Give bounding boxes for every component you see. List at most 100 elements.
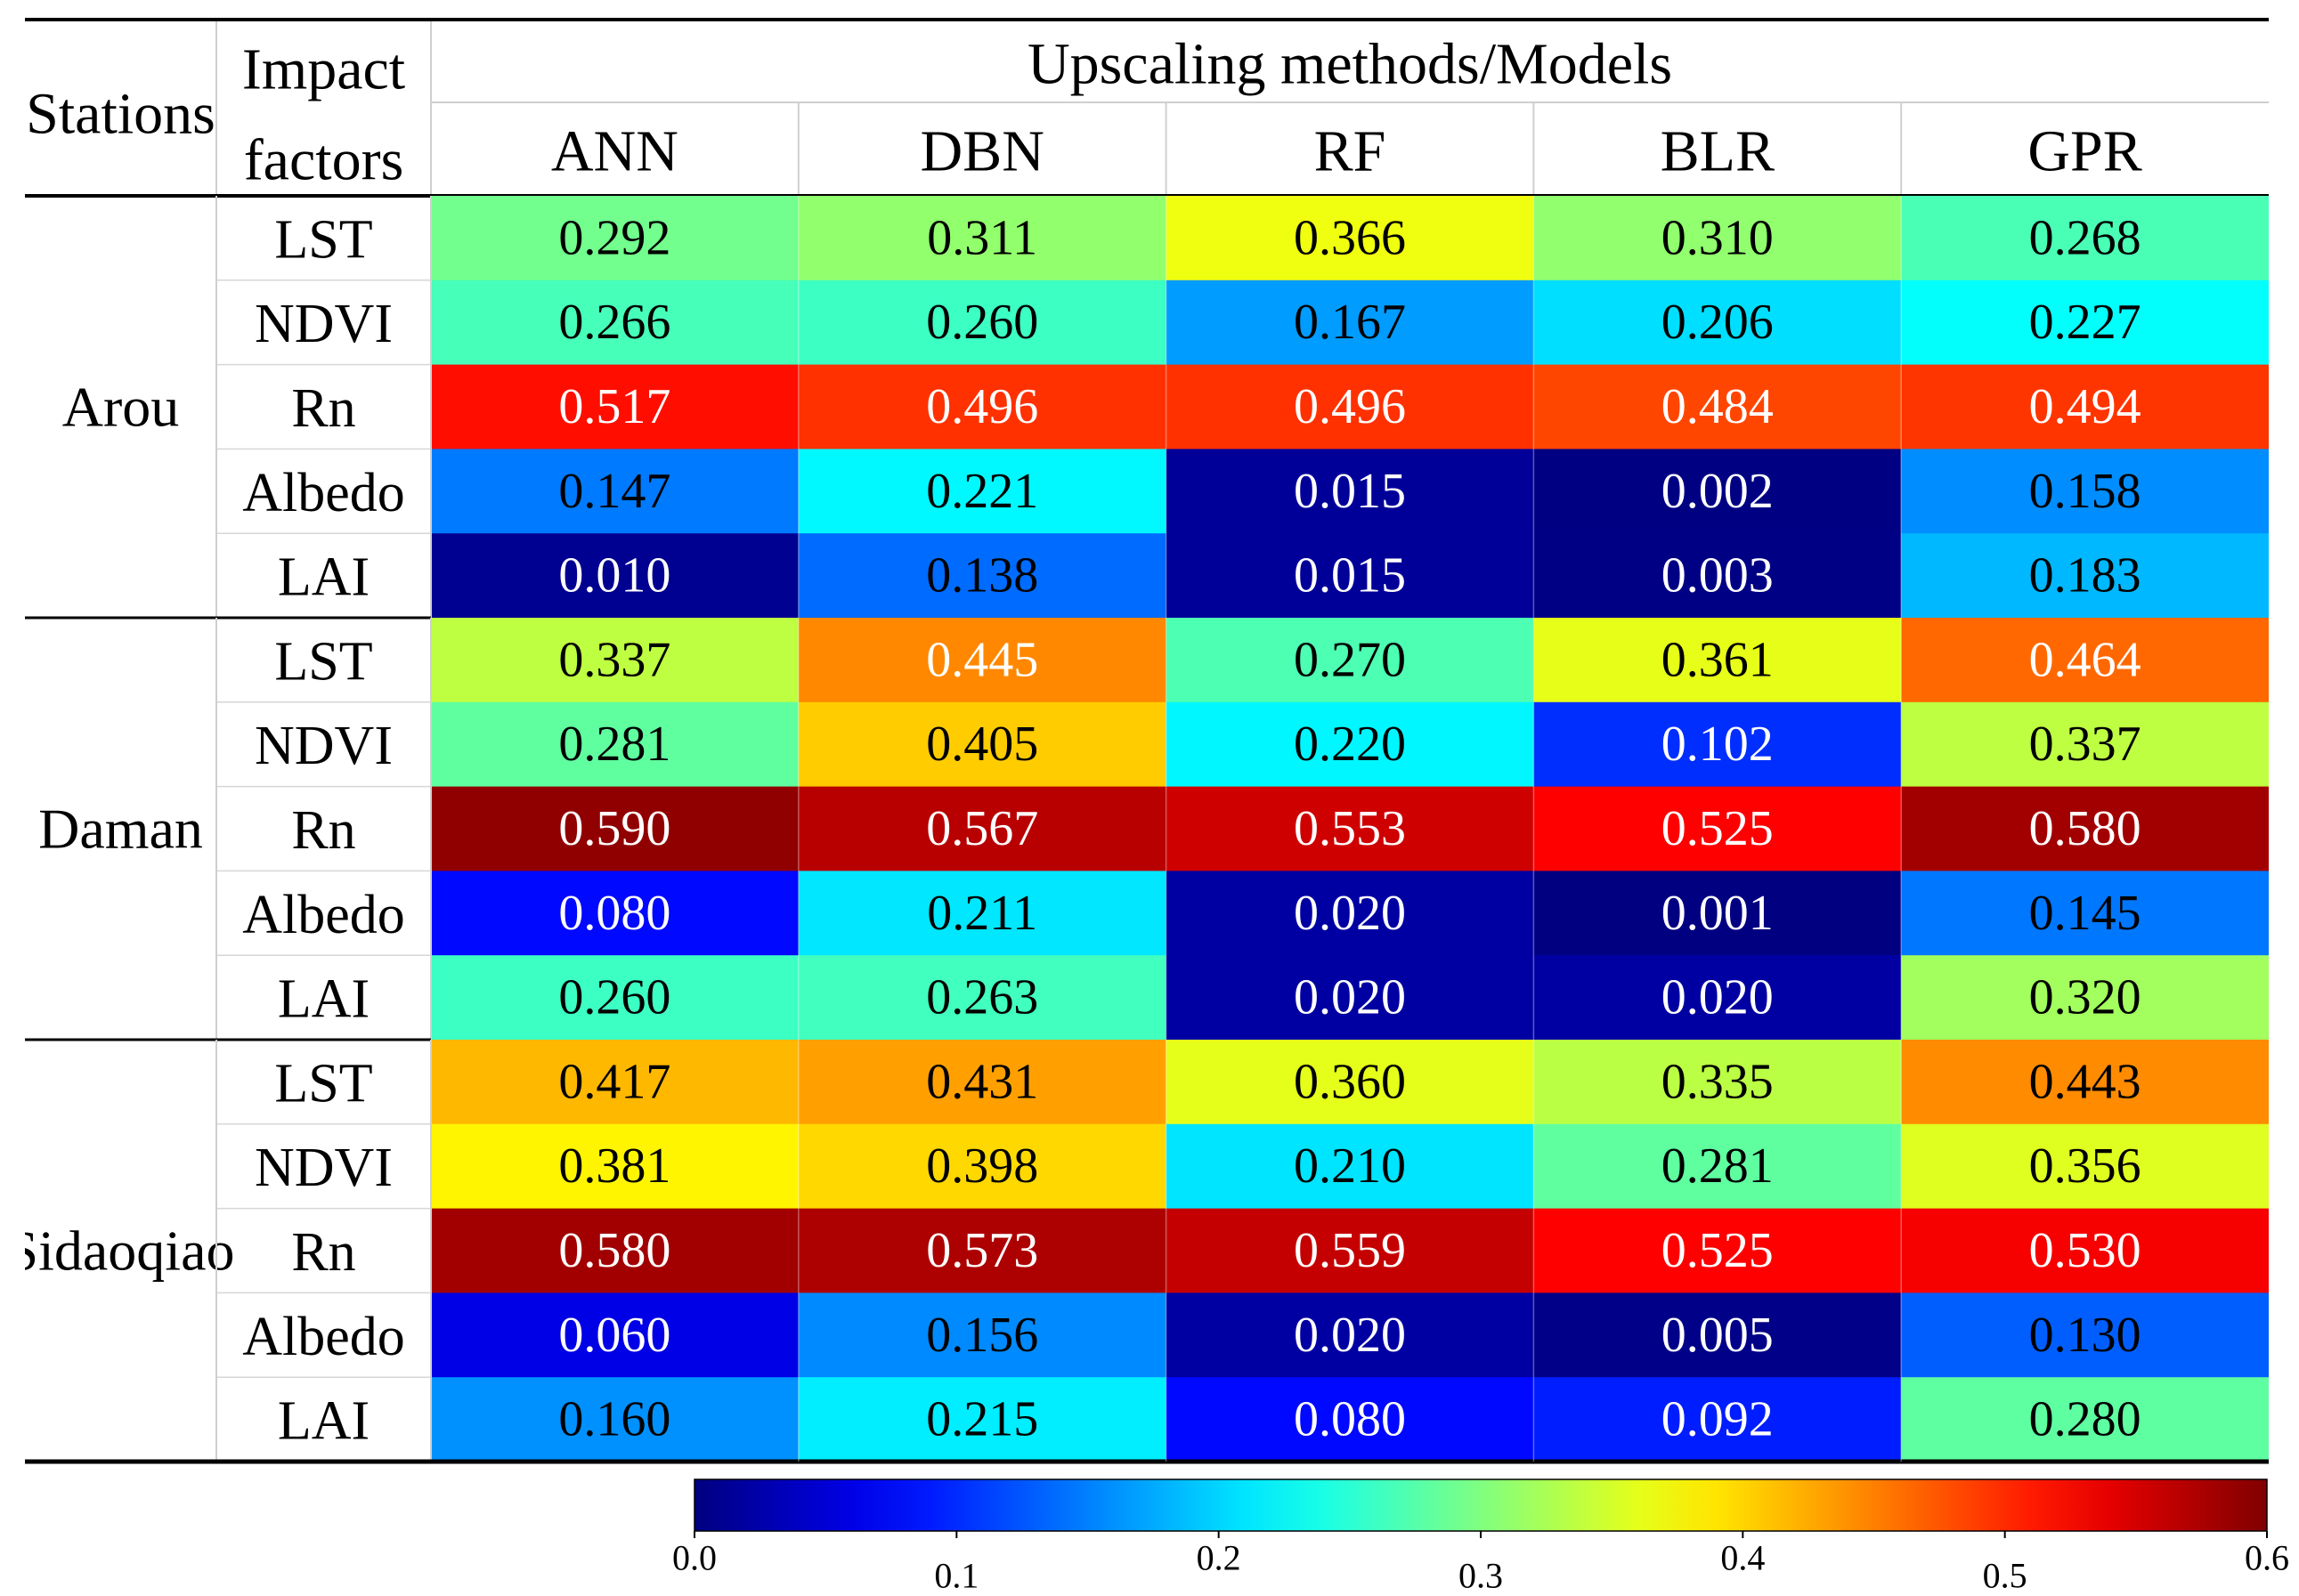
heatmap-cell <box>1901 701 2269 788</box>
cell-value: 0.496 <box>1294 379 1406 434</box>
factor-label: NDVI <box>255 294 393 354</box>
heatmap-cell <box>798 1292 1167 1378</box>
factor-label: Rn <box>291 800 355 861</box>
factor-label: LAI <box>278 969 370 1030</box>
factor-label: Rn <box>291 1222 355 1283</box>
heatmap-cell <box>1901 871 2269 956</box>
heatmap-cell <box>431 1292 800 1378</box>
heatmap-cell <box>798 1040 1167 1125</box>
heatmap-cell <box>798 871 1167 956</box>
cell-value: 0.015 <box>1294 548 1406 604</box>
heatmap-cell <box>1533 280 1902 366</box>
cell-value: 0.020 <box>1294 886 1406 941</box>
factor-label: Albedo <box>242 463 405 523</box>
heatmap-cell <box>1533 1123 1902 1210</box>
colorbar-tick-label: 0.1 <box>934 1556 979 1596</box>
cell-value: 0.002 <box>1661 464 1774 519</box>
heatmap-cell <box>1901 618 2269 703</box>
column-header-rf: RF <box>1314 119 1386 184</box>
header-factors: factors <box>244 128 404 193</box>
heatmap-cell <box>1901 1292 2269 1378</box>
factor-label: LST <box>274 209 372 270</box>
cell-value: 0.567 <box>926 801 1038 856</box>
heatmap-cell <box>798 786 1167 871</box>
cell-value: 0.266 <box>558 295 670 350</box>
heatmap-cell <box>431 786 800 871</box>
cell-value: 0.496 <box>926 379 1038 434</box>
cell-value: 0.060 <box>558 1308 670 1363</box>
colorbar-tick-label: 0.3 <box>1458 1556 1503 1596</box>
heatmap-cell <box>1166 1292 1534 1378</box>
header-impact: Impact <box>242 37 405 102</box>
cell-value: 0.160 <box>558 1392 670 1447</box>
cell-value: 0.580 <box>2029 801 2141 856</box>
cell-value: 0.431 <box>926 1054 1038 1109</box>
heatmap-cell <box>1166 1377 1534 1462</box>
heatmap-cell <box>431 701 800 788</box>
column-header-gpr: GPR <box>2027 119 2141 184</box>
cell-value: 0.080 <box>558 886 670 941</box>
heatmap-cell <box>798 196 1167 281</box>
cell-value: 0.080 <box>1294 1392 1406 1447</box>
colorbar-tick-label: 0.5 <box>1983 1556 2027 1596</box>
cell-value: 0.221 <box>926 464 1038 519</box>
heatmap-cell <box>1901 786 2269 871</box>
heatmap-cell <box>1166 533 1534 619</box>
heatmap-cell <box>1166 786 1534 871</box>
heatmap-cell <box>798 449 1167 534</box>
cell-value: 0.147 <box>558 464 670 519</box>
cell-value: 0.553 <box>1294 801 1406 856</box>
cell-value: 0.337 <box>2029 717 2141 772</box>
cell-value: 0.138 <box>926 548 1038 604</box>
heatmap-cell <box>1533 364 1902 450</box>
cell-value: 0.464 <box>2029 632 2141 687</box>
heatmap-cell <box>1533 533 1902 619</box>
heatmap-cell <box>1166 1208 1534 1293</box>
cell-value: 0.320 <box>2029 970 2141 1025</box>
cell-value: 0.445 <box>926 632 1038 687</box>
cell-value: 0.270 <box>1294 632 1406 687</box>
cell-value: 0.292 <box>558 210 670 265</box>
header-methods: Upscaling methods/Models <box>1028 32 1672 97</box>
factor-label: LST <box>274 1053 372 1114</box>
heatmap-cell <box>431 955 800 1041</box>
heatmap-cell <box>798 1208 1167 1293</box>
heatmap-cell <box>1166 196 1534 281</box>
heatmap-cell <box>798 1123 1167 1210</box>
cell-value: 0.335 <box>1661 1054 1774 1109</box>
factor-label: Albedo <box>242 885 405 945</box>
cell-value: 0.361 <box>1661 632 1774 687</box>
cell-value: 0.263 <box>926 970 1038 1025</box>
cell-value: 0.210 <box>1294 1138 1406 1194</box>
cell-value: 0.227 <box>2029 295 2141 350</box>
heatmap-cell <box>431 533 800 619</box>
cell-value: 0.158 <box>2029 464 2141 519</box>
cell-value: 0.001 <box>1661 886 1774 941</box>
cell-value: 0.310 <box>1661 210 1774 265</box>
cell-value: 0.206 <box>1661 295 1774 350</box>
cell-value: 0.417 <box>558 1054 670 1109</box>
heatmap-cell <box>1901 1208 2269 1293</box>
heatmap-cell <box>1901 196 2269 281</box>
heatmap-cell <box>1533 196 1902 281</box>
cell-value: 0.260 <box>926 295 1038 350</box>
colorbar-tick-label: 0.0 <box>672 1538 717 1578</box>
heatmap-cell <box>1166 871 1534 956</box>
cell-value: 0.167 <box>1294 295 1406 350</box>
heatmap-cell <box>1166 449 1534 534</box>
cell-value: 0.530 <box>2029 1223 2141 1278</box>
cell-value: 0.281 <box>558 717 670 772</box>
heatmap-cell <box>798 701 1167 788</box>
heatmap-cell <box>1533 1377 1902 1462</box>
cell-value: 0.381 <box>558 1138 670 1194</box>
heatmap-cell <box>1901 1123 2269 1210</box>
heatmap-cell <box>1533 871 1902 956</box>
heatmap-cell <box>1533 449 1902 534</box>
factor-label: LAI <box>278 1391 370 1452</box>
heatmap-cell <box>1901 955 2269 1041</box>
heatmap-cell <box>1901 280 2269 366</box>
heatmap-cell <box>1901 1377 2269 1462</box>
cell-value: 0.360 <box>1294 1054 1406 1109</box>
heatmap-cell <box>431 1123 800 1210</box>
cell-value: 0.015 <box>1294 464 1406 519</box>
